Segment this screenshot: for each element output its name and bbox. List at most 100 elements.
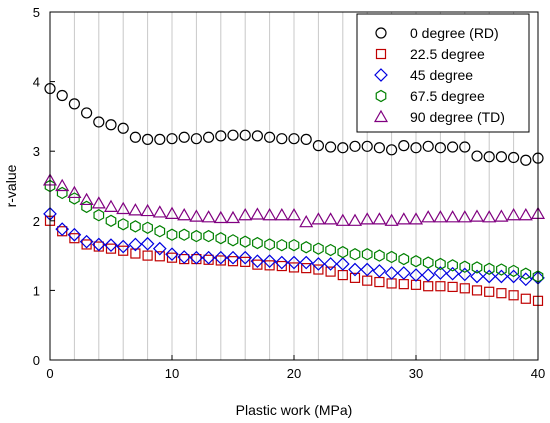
data-point xyxy=(154,251,165,262)
data-point xyxy=(201,250,216,265)
y-tick-label: 5 xyxy=(33,5,40,20)
data-point xyxy=(215,130,227,142)
legend-marker xyxy=(375,27,387,39)
data-point xyxy=(299,214,314,228)
data-point xyxy=(496,288,507,299)
data-point xyxy=(349,272,361,283)
data-point xyxy=(508,290,519,301)
data-point xyxy=(471,285,483,296)
y-tick-label: 4 xyxy=(33,75,40,90)
legend-marker xyxy=(374,68,388,82)
x-tick-label: 30 xyxy=(409,366,423,381)
data-point xyxy=(408,212,424,225)
data-point xyxy=(203,131,215,143)
data-point xyxy=(518,208,533,221)
data-point xyxy=(434,142,446,154)
data-point xyxy=(311,257,326,271)
data-point xyxy=(396,266,411,280)
data-point xyxy=(384,213,399,226)
data-point xyxy=(67,227,82,242)
legend-marker xyxy=(373,109,389,123)
data-point xyxy=(410,142,422,154)
data-point xyxy=(312,140,324,152)
x-tick-label: 0 xyxy=(46,366,53,381)
data-point xyxy=(433,266,448,280)
data-point xyxy=(459,283,470,294)
data-point xyxy=(469,209,485,222)
data-point xyxy=(250,207,265,220)
data-point xyxy=(447,259,458,272)
grid-lines xyxy=(73,12,515,360)
data-point xyxy=(276,260,287,272)
data-point xyxy=(335,257,350,271)
data-point xyxy=(288,238,300,252)
data-point xyxy=(118,245,129,256)
data-point xyxy=(177,250,192,264)
data-point xyxy=(130,248,141,259)
data-point xyxy=(494,209,509,222)
data-point xyxy=(301,263,312,274)
data-point xyxy=(482,269,497,284)
data-point xyxy=(484,286,495,297)
data-point xyxy=(226,250,240,265)
legend-marker xyxy=(375,89,387,103)
data-point xyxy=(227,129,239,141)
data-point xyxy=(215,232,227,245)
data-point xyxy=(152,205,167,218)
data-point xyxy=(337,245,349,259)
legend-item: 22.5 degree xyxy=(375,46,485,62)
data-point xyxy=(191,229,202,243)
legend-label: 90 degree (TD) xyxy=(410,109,505,125)
data-point xyxy=(445,266,460,281)
data-point xyxy=(421,210,436,223)
data-point xyxy=(154,225,166,238)
data-point xyxy=(56,186,68,200)
data-point xyxy=(69,233,80,244)
data-point xyxy=(264,260,275,271)
legend-label: 67.5 degree xyxy=(410,88,485,104)
x-tick-label: 10 xyxy=(165,366,179,381)
data-point xyxy=(276,133,288,145)
data-point xyxy=(422,140,434,152)
data-point xyxy=(372,264,387,278)
data-point xyxy=(93,209,105,222)
data-point xyxy=(360,262,375,277)
series-3 xyxy=(43,206,545,287)
data-point xyxy=(274,255,289,270)
data-point xyxy=(142,250,153,261)
data-point xyxy=(435,257,446,271)
data-point xyxy=(80,107,93,119)
data-point xyxy=(166,252,178,263)
data-point xyxy=(166,133,178,145)
data-point xyxy=(409,268,423,282)
data-point xyxy=(262,254,277,269)
y-axis-title: r-value xyxy=(3,164,19,207)
data-point xyxy=(398,252,410,266)
data-point xyxy=(287,255,301,270)
data-point xyxy=(252,259,263,270)
data-point xyxy=(288,133,300,145)
data-point xyxy=(398,279,409,290)
data-point xyxy=(68,98,81,110)
data-point xyxy=(55,222,70,237)
data-point xyxy=(227,256,239,267)
data-point xyxy=(154,133,166,145)
data-point xyxy=(435,281,446,292)
data-point xyxy=(276,238,288,252)
data-point xyxy=(421,268,436,282)
data-point xyxy=(360,212,375,225)
data-point xyxy=(201,210,216,223)
legend-label: 0 degree (RD) xyxy=(410,25,499,41)
data-point xyxy=(470,269,484,284)
data-point xyxy=(348,262,362,277)
data-point xyxy=(422,256,434,269)
data-point xyxy=(251,130,263,142)
series-1 xyxy=(44,82,544,166)
data-point xyxy=(104,238,118,253)
data-point xyxy=(67,185,82,199)
data-point xyxy=(445,210,460,223)
data-point xyxy=(313,242,324,255)
data-point xyxy=(103,199,119,212)
legend-item: 0 degree (RD) xyxy=(375,25,499,41)
data-point xyxy=(213,250,228,265)
